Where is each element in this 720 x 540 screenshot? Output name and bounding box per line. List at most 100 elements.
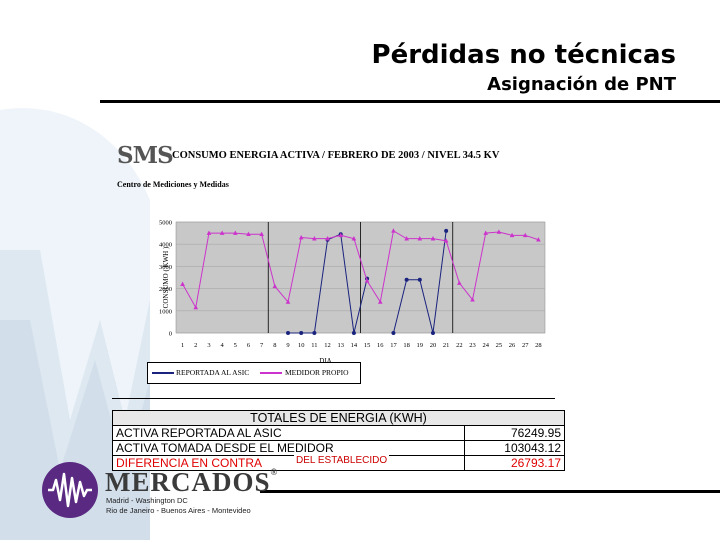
data-point xyxy=(351,236,357,241)
data-point xyxy=(417,236,423,241)
x-tick-label: 15 xyxy=(364,342,371,349)
legend-label-reportada: REPORTADA AL ASIC xyxy=(176,368,250,377)
data-point xyxy=(364,278,370,283)
mercados-logo-icon xyxy=(42,462,98,518)
mercados-logo-text: MERCADOS® xyxy=(105,467,278,498)
data-point xyxy=(325,236,330,241)
legend-swatch-medidor xyxy=(260,372,282,374)
y-tick-label: 0 xyxy=(169,331,172,338)
data-point xyxy=(180,281,185,286)
data-point xyxy=(312,331,317,335)
data-point xyxy=(444,228,449,233)
row-value: 26793.17 xyxy=(464,455,565,471)
waveform-icon xyxy=(48,472,92,508)
data-point xyxy=(272,283,278,289)
slide-title: Pérdidas no técnicas xyxy=(371,40,676,70)
totals-header-row: TOTALES DE ENERGIA (KWH) xyxy=(112,410,565,426)
data-point xyxy=(298,234,304,240)
data-point xyxy=(286,331,291,335)
data-point xyxy=(430,331,435,335)
x-tick-label: 18 xyxy=(403,342,410,349)
data-point xyxy=(404,277,409,282)
data-point xyxy=(338,232,344,238)
y-tick-label: 3000 xyxy=(159,264,172,271)
x-tick-label: 2 xyxy=(194,342,197,349)
mercados-name: MERCADOS xyxy=(105,467,271,497)
x-tick-label: 26 xyxy=(509,342,516,349)
sms-logo-caption: Centro de Mediciones y Medidas xyxy=(117,180,229,189)
x-axis-label: DIA xyxy=(319,357,331,365)
data-point xyxy=(193,304,199,310)
data-point xyxy=(483,230,488,235)
series-line xyxy=(182,230,539,309)
data-point xyxy=(206,230,212,235)
row-value: 103043.12 xyxy=(464,440,565,456)
data-point xyxy=(522,232,528,238)
y-tick-label: 1000 xyxy=(159,308,172,315)
x-tick-label: 14 xyxy=(351,342,358,349)
x-tick-label: 7 xyxy=(260,342,264,349)
data-point xyxy=(246,231,251,237)
table-row: ACTIVA TOMADA DESDE EL MEDIDOR 103043.12 xyxy=(111,440,565,456)
x-tick-label: 3 xyxy=(207,342,210,349)
title-divider xyxy=(100,100,720,103)
data-point xyxy=(351,331,356,335)
x-tick-label: 8 xyxy=(273,342,276,349)
data-point xyxy=(299,331,304,335)
x-tick-label: 22 xyxy=(456,342,463,349)
x-tick-label: 20 xyxy=(430,342,437,349)
x-tick-label: 25 xyxy=(496,342,503,349)
x-tick-label: 19 xyxy=(417,342,424,349)
data-point xyxy=(404,236,409,241)
registered-mark: ® xyxy=(270,467,279,477)
x-tick-label: 6 xyxy=(247,342,251,349)
data-point xyxy=(259,231,264,237)
data-point xyxy=(312,236,317,241)
chart-title: CONSUMO ENERGIA ACTIVA / FEBRERO DE 2003… xyxy=(172,150,500,161)
table-row: ACTIVA REPORTADA AL ASIC 76249.95 xyxy=(111,425,565,441)
data-point xyxy=(377,299,383,304)
data-point xyxy=(391,331,396,335)
legend-swatch-reportada xyxy=(152,372,174,374)
data-point xyxy=(536,237,541,242)
x-tick-label: 13 xyxy=(337,342,344,349)
overlay-note: DEL ESTABLECIDO xyxy=(294,455,390,466)
slide-subtitle: Asignación de PNT xyxy=(487,74,676,95)
chart-legend: REPORTADA AL ASIC MEDIDOR PROPIO xyxy=(147,362,361,384)
data-point xyxy=(391,228,396,233)
x-tick-label: 10 xyxy=(298,342,305,349)
x-tick-label: 24 xyxy=(482,342,489,349)
data-point xyxy=(470,297,475,302)
x-tick-label: 12 xyxy=(324,342,331,349)
y-tick-label: 5000 xyxy=(159,220,172,227)
data-point xyxy=(233,230,238,235)
x-tick-label: 9 xyxy=(286,342,289,349)
data-point xyxy=(417,277,422,282)
y-tick-label: 4000 xyxy=(159,242,172,249)
data-point xyxy=(219,230,225,235)
x-tick-label: 4 xyxy=(221,342,225,349)
x-tick-label: 16 xyxy=(377,342,384,349)
y-tick-label: 2000 xyxy=(159,286,172,293)
mercados-cities-line2: Rio de Janeiro - Buenos Aires - Montevid… xyxy=(106,506,251,515)
footer-divider xyxy=(260,490,720,493)
x-tick-label: 1 xyxy=(181,342,184,349)
x-tick-label: 17 xyxy=(390,342,397,349)
x-tick-label: 27 xyxy=(522,342,529,349)
chart-separator xyxy=(112,398,555,399)
x-tick-label: 28 xyxy=(535,342,542,349)
row-label: ACTIVA REPORTADA AL ASIC xyxy=(111,425,466,441)
y-axis-label: CONSUMO ( KWH ) xyxy=(162,246,170,308)
x-tick-label: 11 xyxy=(311,342,317,349)
mercados-cities-line1: Madrid - Washington DC xyxy=(106,496,188,505)
sms-logo: SMS xyxy=(117,142,174,169)
row-label: ACTIVA TOMADA DESDE EL MEDIDOR xyxy=(111,440,466,456)
x-tick-label: 23 xyxy=(469,342,476,349)
x-tick-label: 21 xyxy=(443,342,450,349)
x-tick-label: 5 xyxy=(234,342,237,349)
data-point xyxy=(285,299,291,304)
legend-label-medidor: MEDIDOR PROPIO xyxy=(285,368,349,377)
data-point xyxy=(496,229,502,234)
totals-header: TOTALES DE ENERGIA (KWH) xyxy=(112,410,565,426)
